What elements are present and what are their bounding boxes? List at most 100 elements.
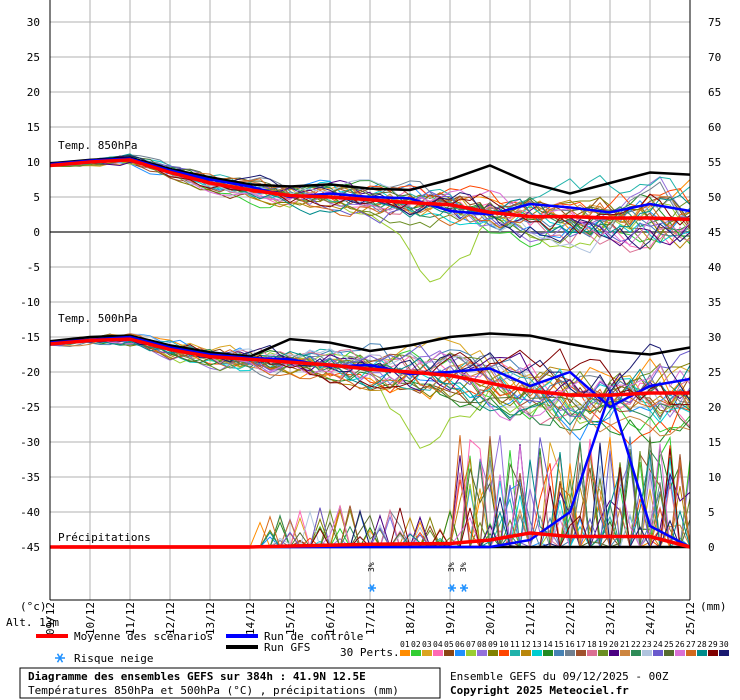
right-tick-label: 10 [708, 471, 721, 484]
member-legend-swatch [532, 650, 542, 656]
gfs-t500-line [49, 332, 691, 358]
right-tick-label: 5 [708, 506, 715, 519]
member-legend-label: 10 [499, 640, 509, 649]
member-legend-label: 06 [455, 640, 465, 649]
member-legend-swatch [510, 650, 520, 656]
left-tick-label: -25 [20, 401, 40, 414]
member-legend-label: 15 [554, 640, 564, 649]
legend-mean-label: Moyenne des scénarios [74, 630, 213, 643]
member-legend-label: 02 [411, 640, 421, 649]
legend-snow-label: Risque neige [74, 652, 153, 665]
member-legend-label: 21 [620, 640, 630, 649]
member-legend-label: 22 [631, 640, 641, 649]
chart-subtitle: Températures 850hPa et 500hPa (°C) , pré… [28, 684, 399, 697]
title-box [19, 667, 441, 699]
member-legend-swatch [697, 650, 707, 656]
x-tick-label: 13/12 [204, 602, 217, 635]
legend-gfs-label: Run GFS [264, 641, 310, 654]
member-legend-swatch [719, 650, 729, 656]
member-16-t850-line [49, 154, 691, 231]
snowflake-icon [55, 653, 65, 663]
x-tick-label: 10/12 [84, 602, 97, 635]
right-tick-label: 75 [708, 16, 721, 29]
member-legend-swatch [455, 650, 465, 656]
x-tick-label: 16/12 [324, 602, 337, 635]
x-tick-label: 20/12 [484, 602, 497, 635]
member-legend-label: 03 [422, 640, 432, 649]
member-legend-swatch [642, 650, 652, 656]
member-legend-swatch [664, 650, 674, 656]
member-legend-label: 08 [477, 640, 487, 649]
member-legend-label: 12 [521, 640, 531, 649]
right-tick-label: 25 [708, 366, 721, 379]
member-legend-swatch [620, 650, 630, 656]
left-tick-label: 5 [33, 191, 40, 204]
member-legend-swatch [675, 650, 685, 656]
left-tick-label: -5 [27, 261, 40, 274]
right-tick-label: 30 [708, 331, 721, 344]
member-23-t500-line [49, 332, 691, 411]
member-legend-label: 04 [433, 640, 443, 649]
member-legend-swatch [686, 650, 696, 656]
snow-percent-label: 3% [447, 562, 456, 572]
member-legend-label: 28 [697, 640, 707, 649]
left-tick-label: 25 [27, 51, 40, 64]
member-12-t500-line [49, 333, 691, 410]
member-legend-swatch [499, 650, 509, 656]
right-tick-label: 65 [708, 86, 721, 99]
control-t850-line [49, 157, 691, 216]
member-legend-swatch [554, 650, 564, 656]
control-t500-line [49, 335, 691, 409]
left-tick-label: 15 [27, 121, 40, 134]
left-tick-label: 0 [33, 226, 40, 239]
mean-t850-line [49, 158, 691, 222]
member-legend-swatch [488, 650, 498, 656]
x-tick-label: 18/12 [404, 602, 417, 635]
snowflake-icon [448, 584, 456, 592]
x-tick-label: 09/12 [44, 602, 57, 635]
x-tick-label: 25/12 [684, 602, 697, 635]
member-legend-label: 24 [653, 640, 663, 649]
label-t500: Temp. 500hPa [58, 312, 137, 325]
member-legend-swatch [543, 650, 553, 656]
right-tick-label: 55 [708, 156, 721, 169]
member-legend-swatch [587, 650, 597, 656]
member-legend-swatch [477, 650, 487, 656]
label-precip: Précipitations [58, 531, 151, 544]
right-tick-label: 15 [708, 436, 721, 449]
right-tick-label: 35 [708, 296, 721, 309]
mean-t500-line [49, 337, 690, 397]
member-legend-label: 11 [510, 640, 520, 649]
member-legend-label: 30 [719, 640, 729, 649]
left-tick-label: -45 [20, 541, 40, 554]
member-legend-swatch [631, 650, 641, 656]
member-legend-label: 16 [565, 640, 575, 649]
member-legend-label: 26 [675, 640, 685, 649]
member-legend-swatch [444, 650, 454, 656]
left-tick-label: -15 [20, 331, 40, 344]
x-tick-label: 19/12 [444, 602, 457, 635]
left-tick-label: 30 [27, 16, 40, 29]
member-legend-label: 25 [664, 640, 674, 649]
member-legend-swatch [609, 650, 619, 656]
label-t850: Temp. 850hPa [58, 139, 137, 152]
run-info: Ensemble GEFS du 09/12/2025 - 00Z [450, 670, 669, 683]
member-legend-label: 09 [488, 640, 498, 649]
member-legend-label: 17 [576, 640, 586, 649]
member-legend-label: 01 [400, 640, 410, 649]
member-legend-label: 29 [708, 640, 718, 649]
left-tick-label: -20 [20, 366, 40, 379]
right-tick-label: 70 [708, 51, 721, 64]
copyright: Copyright 2025 Meteociel.fr [450, 684, 629, 697]
member-legend-swatch [576, 650, 586, 656]
member-legend-label: 14 [543, 640, 553, 649]
left-tick-label: 20 [27, 86, 40, 99]
left-tick-label: -40 [20, 506, 40, 519]
altitude-label: Alt. 13m [6, 616, 59, 629]
right-tick-label: 0 [708, 541, 715, 554]
right-tick-label: 40 [708, 261, 721, 274]
left-tick-label: 10 [27, 156, 40, 169]
mean-precip-line [50, 531, 691, 549]
right-tick-label: 45 [708, 226, 721, 239]
